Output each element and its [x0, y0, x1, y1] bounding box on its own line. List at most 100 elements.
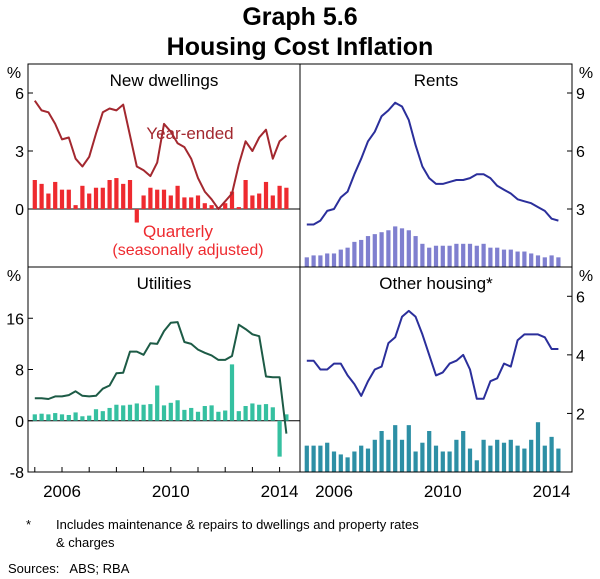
x-tick-label-left: 2006: [43, 482, 81, 501]
utilities-quarterly-bar: [182, 409, 187, 421]
utilities-quarterly-bar: [202, 406, 207, 421]
new-dwellings-quarterly-bar: [189, 197, 194, 209]
other-housing-ytick-label: 6: [576, 289, 585, 306]
other-housing-quarterly-bar: [365, 448, 371, 472]
other-housing-quarterly-bar: [529, 439, 534, 472]
rents-quarterly-bar: [501, 249, 507, 267]
new-dwellings-quarterly-bar: [257, 193, 262, 209]
footnote-marker: *: [26, 517, 32, 532]
other-housing-ytick-label: 2: [576, 406, 585, 423]
other-housing-unit-label: %: [579, 268, 593, 285]
new-dwellings-quarterly-bar: [59, 189, 65, 209]
utilities-quarterly-bar: [46, 414, 51, 421]
rents-quarterly-bar: [338, 249, 343, 267]
rents-quarterly-bar: [427, 247, 432, 267]
other-housing-quarterly-bar: [549, 436, 554, 472]
utilities-quarterly-bar: [66, 414, 71, 421]
x-tick-label-left: 2010: [152, 482, 190, 501]
new-dwellings-quarterly-bar: [80, 185, 85, 209]
new-dwellings-quarterly-bar: [127, 180, 133, 209]
utilities-quarterly-bar: [93, 409, 99, 421]
other-housing-quarterly-bar: [331, 451, 337, 472]
new-dwellings-quarterly-bar: [195, 195, 201, 209]
other-housing-quarterly-bar: [495, 439, 500, 472]
other-housing-quarterly-bar: [515, 445, 520, 472]
rents-unit-label: %: [579, 65, 593, 82]
other-housing-quarterly-bar: [542, 445, 547, 472]
utilities-quarterly-bar: [39, 413, 44, 421]
rents-quarterly-bar: [467, 243, 473, 267]
utilities-quarterly-bar: [263, 404, 269, 421]
other-housing-quarterly-bar: [338, 454, 343, 472]
new-dwellings-quarterly-bar: [39, 183, 44, 209]
other-housing-quarterly-bar: [420, 442, 425, 472]
rents-ytick-label: 6: [576, 144, 585, 161]
utilities-quarterly-bar: [148, 404, 153, 421]
new-dwellings-ytick-label: 6: [15, 86, 24, 103]
rents-quarterly-bar: [461, 243, 466, 267]
new-dwellings-quarterly-bar: [46, 193, 51, 209]
utilities-quarterly-bar: [195, 411, 201, 421]
rents-quarterly-bar: [481, 243, 486, 267]
utilities-year-ended-line: [34, 321, 288, 434]
new-dwellings-quarterly-bar: [202, 203, 207, 209]
other-housing-quarterly-bar: [399, 439, 405, 472]
rents-quarterly-bar: [440, 245, 445, 267]
utilities-ytick-label: 0: [15, 414, 24, 431]
x-tick-label-left: 2014: [261, 482, 299, 501]
utilities-title: Utilities: [137, 274, 192, 293]
rents-quarterly-bar: [393, 226, 398, 267]
rents-quarterly-bar: [406, 230, 411, 267]
sources-note: Sources: ABS; RBA: [8, 561, 130, 576]
new-dwellings-quarterly-bar: [73, 205, 78, 209]
utilities-quarterly-bar: [107, 407, 112, 421]
utilities-quarterly-bar: [189, 407, 194, 421]
utilities-quarterly-bar: [161, 405, 167, 421]
x-tick-label-right: 2010: [424, 482, 462, 501]
graph-title: Graph 5.6: [242, 3, 358, 31]
new-dwellings-quarterly-bar: [53, 181, 58, 209]
utilities-quarterly-bar: [257, 404, 262, 421]
annotation-year-ended: Year-ended: [146, 124, 233, 143]
other-housing-quarterly-bar: [501, 442, 507, 472]
other-housing-quarterly-bar: [474, 460, 479, 472]
utilities-quarterly-bar: [216, 411, 221, 421]
rents-quarterly-bar: [359, 239, 364, 267]
other-housing-quarterly-bar: [311, 445, 316, 472]
utilities-quarterly-bar: [73, 412, 78, 421]
new-dwellings-quarterly-bar: [284, 187, 289, 209]
utilities-quarterly-bar: [223, 410, 228, 421]
other-housing-year-ended-line: [306, 309, 559, 400]
new-dwellings-quarterly-bar: [243, 180, 248, 209]
other-housing-quarterly-bar: [352, 451, 357, 472]
new-dwellings-quarterly-bar: [66, 189, 71, 209]
other-housing-quarterly-bar: [325, 442, 330, 472]
utilities-quarterly-bar: [53, 413, 58, 421]
new-dwellings-quarterly-bar: [182, 197, 187, 209]
other-housing-quarterly-bar: [522, 448, 527, 472]
other-housing-quarterly-bar: [386, 439, 391, 472]
rents-quarterly-bar: [372, 234, 377, 267]
utilities-quarterly-bar: [127, 404, 133, 421]
rents-year-ended-line: [306, 101, 559, 226]
new-dwellings-quarterly-bar: [277, 185, 282, 209]
new-dwellings-quarterly-bar: [134, 209, 139, 223]
utilities-ytick-label: -8: [10, 465, 24, 482]
other-housing-quarterly-bar: [488, 445, 493, 472]
new-dwellings-unit-label: %: [7, 65, 21, 82]
utilities-quarterly-bar: [168, 402, 173, 421]
new-dwellings-quarterly-bar: [175, 185, 180, 209]
rents-title: Rents: [414, 71, 458, 90]
new-dwellings-quarterly-bar: [93, 187, 99, 209]
utilities-quarterly-bar: [114, 404, 119, 421]
rents-quarterly-bar: [331, 253, 337, 267]
utilities-quarterly-bar: [134, 403, 139, 421]
rents-quarterly-bar: [420, 243, 425, 267]
new-dwellings-quarterly-bar: [107, 180, 112, 209]
other-housing-quarterly-bar: [440, 451, 445, 472]
new-dwellings-quarterly-bar: [229, 191, 235, 209]
rents-quarterly-bar: [556, 257, 561, 267]
rents-quarterly-bar: [508, 249, 513, 267]
new-dwellings-quarterly-bar: [87, 193, 92, 209]
